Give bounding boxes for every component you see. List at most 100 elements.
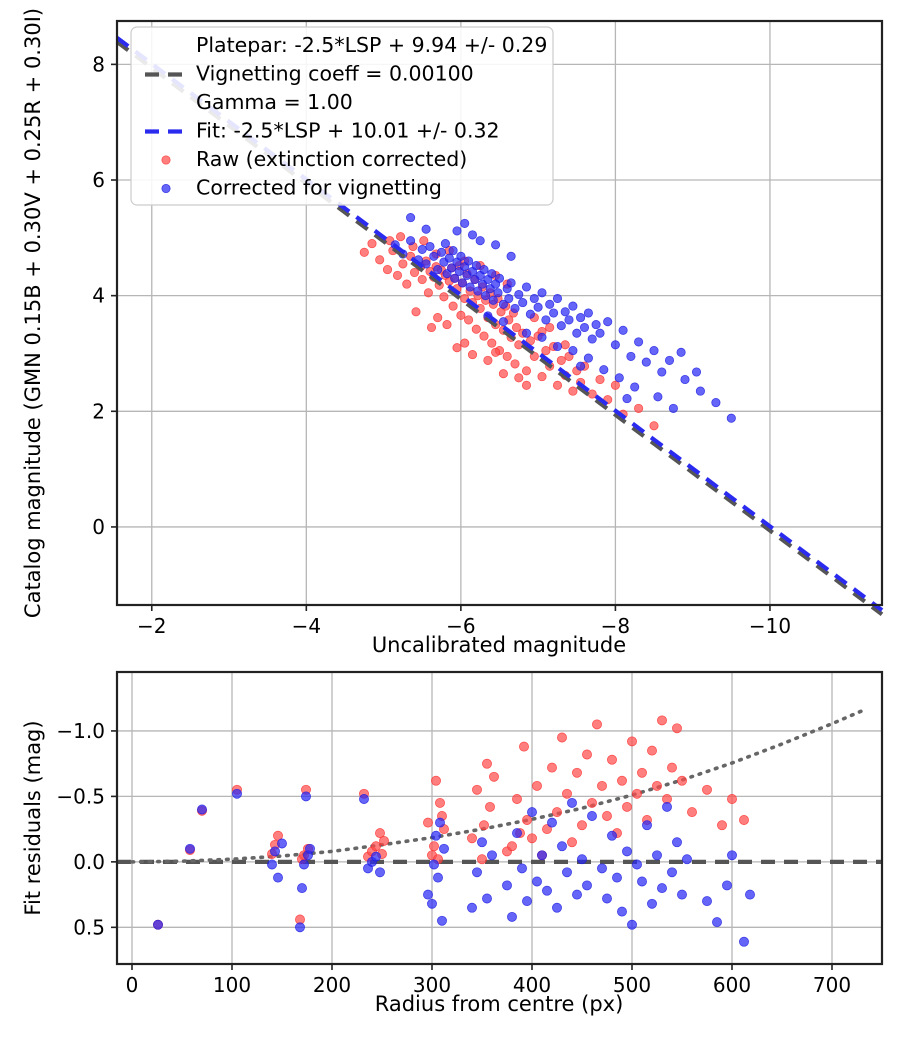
calibration-xlabel: Uncalibrated magnitude (372, 633, 626, 657)
raw-residual-point (657, 715, 667, 726)
raw-residual-point (587, 797, 597, 808)
raw-data-point (483, 355, 493, 365)
raw-data-point (552, 380, 563, 390)
raw-data-point (502, 351, 512, 361)
calibration-axes-frame (115, 19, 884, 607)
raw-data-point (398, 259, 408, 269)
corrected-data-point (447, 263, 457, 273)
raw-residual-point (532, 780, 542, 791)
corrected-data-point (514, 289, 524, 300)
corrected-residual-point (745, 889, 755, 900)
corrected-data-point (452, 226, 462, 236)
raw-residual-point (522, 815, 532, 825)
corrected-data-point (626, 351, 636, 361)
corrected-data-point (479, 265, 489, 275)
raw-data-point (634, 403, 644, 413)
calibration-legend: Platepar: -2.5*LSP + 9.94 +/- 0.29 Vignet… (130, 26, 554, 206)
residuals-gridlines (117, 672, 882, 964)
raw-data-point (498, 369, 508, 379)
corrected-residual-point (532, 876, 542, 887)
corrected-residual-point (552, 902, 562, 913)
corrected-data-point (467, 230, 478, 240)
corrected-data-point (518, 298, 528, 308)
raw-residual-point (371, 841, 381, 852)
raw-residual-point (607, 754, 617, 765)
corrected-data-point (481, 291, 491, 301)
corrected-residual-point (517, 863, 527, 874)
tick-label-x: −8 (601, 614, 630, 638)
corrected-residual-point (667, 867, 677, 878)
corrected-data-point (595, 328, 605, 338)
corrected-residual-point (435, 817, 445, 828)
raw-data-point (423, 288, 433, 298)
raw-residual-point (717, 820, 727, 831)
corrected-data-point (610, 340, 620, 350)
corrected-data-point (487, 269, 497, 279)
raw-residual-point (542, 824, 552, 835)
corrected-data-point (421, 224, 431, 234)
tick-label-x: −4 (292, 614, 321, 638)
corrected-data-point (506, 251, 516, 261)
corrected-data-point (641, 357, 651, 367)
corrected-data-point (533, 302, 543, 312)
corrected-residual-point (682, 854, 692, 865)
raw-data-point (587, 389, 597, 399)
legend-label: Platepar: -2.5*LSP + 9.94 +/- 0.29 (196, 33, 547, 57)
corrected-data-point (510, 303, 520, 313)
corrected-residual-point (197, 804, 207, 815)
raw-residual-point (582, 749, 592, 760)
raw-residual-point (647, 745, 657, 756)
corrected-data-point (668, 403, 678, 413)
corrected-data-point (664, 355, 675, 365)
raw-residual-point (507, 841, 517, 852)
raw-data-point (402, 279, 412, 289)
corrected-data-point (579, 322, 590, 333)
raw-residual-point (477, 854, 487, 865)
raw-data-point (487, 338, 497, 348)
corrected-data-point (599, 365, 609, 375)
raw-data-point (521, 366, 532, 376)
raw-data-point (417, 274, 427, 285)
corrected-data-point (429, 251, 439, 261)
corrected-residual-point (572, 889, 582, 900)
raw-data-point (433, 313, 443, 323)
corrected-residual-point (622, 846, 632, 857)
raw-residual-point (577, 820, 587, 831)
corrected-data-point (421, 259, 431, 269)
raw-data-point (471, 324, 481, 334)
raw-residual-point (622, 801, 632, 812)
legend-label: Raw (extinction corrected) (196, 147, 467, 171)
corrected-data-point (460, 218, 470, 228)
raw-residual-point (597, 780, 607, 791)
corrected-data-point (448, 246, 458, 256)
corrected-data-point (545, 299, 555, 309)
corrected-data-point (465, 282, 475, 292)
corrected-residual-point (577, 854, 587, 865)
corrected-residual-point (297, 883, 307, 894)
corrected-data-point (657, 367, 667, 377)
residuals-tick-marks (111, 730, 833, 970)
corrected-data-point (506, 278, 516, 288)
raw-residual-point (652, 780, 662, 791)
corrected-data-point (568, 346, 578, 356)
raw-residual-point (572, 767, 582, 778)
tick-label-y: 0 (92, 515, 105, 539)
raw-residual-point (602, 811, 612, 821)
raw-residual-point (429, 841, 439, 852)
corrected-residual-point (437, 915, 447, 926)
corrected-data-point (457, 278, 467, 288)
raw-residual-point (482, 758, 492, 769)
tick-label-x: 0 (126, 973, 139, 997)
corrected-residual-point (522, 896, 532, 907)
raw-residual-point (667, 762, 677, 773)
tick-label-y: 0.5 (73, 915, 105, 939)
corrected-data-point (521, 282, 532, 292)
raw-residual-point (479, 820, 489, 831)
raw-residual-point (567, 837, 577, 848)
raw-residual-point (435, 797, 445, 808)
corrected-residual-point (702, 896, 712, 907)
calibration-ylabel: Catalog magnitude (GMN 0.15B + 0.30V + 0… (21, 8, 45, 618)
corrected-residual-point (537, 850, 547, 861)
raw-data-point (568, 386, 578, 396)
